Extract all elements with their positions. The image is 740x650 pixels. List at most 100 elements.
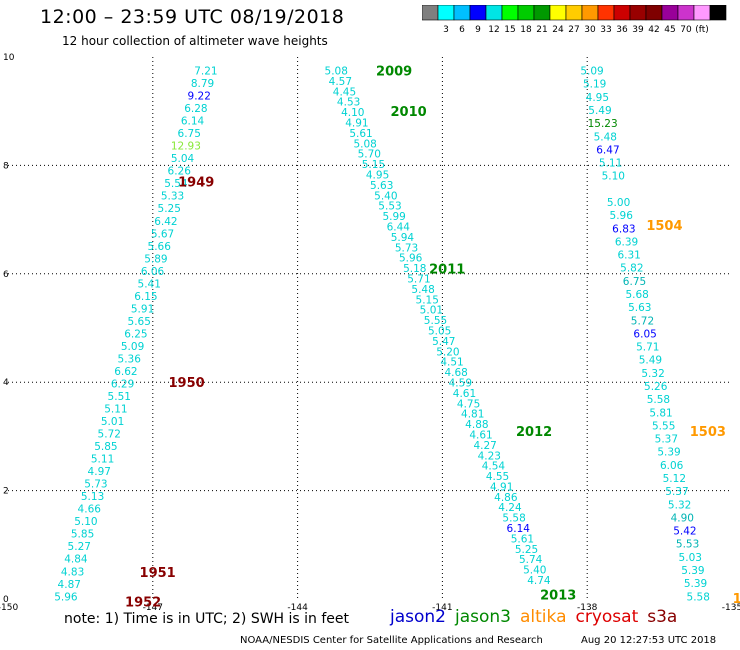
swh-value: 6.75 [178, 128, 201, 140]
x-tick-label: -150 [0, 603, 18, 612]
x-tick-label: -141 [432, 603, 452, 612]
swh-value: 4.97 [88, 466, 111, 478]
swh-value: 4.91 [490, 481, 513, 493]
track-label: 2010 [391, 105, 427, 120]
swh-value: 5.15 [362, 159, 385, 171]
track-label: 1952 [125, 596, 161, 611]
y-tick-label: 0 [3, 595, 9, 605]
y-tick-label: 10 [3, 53, 15, 63]
swh-value: 6.06 [141, 266, 165, 278]
swh-value: 6.44 [387, 222, 411, 234]
colorbar-label: 30 [584, 25, 596, 35]
swh-value: 5.91 [131, 303, 154, 315]
swh-value: 5.71 [636, 342, 659, 354]
swh-value: 6.75 [623, 276, 646, 288]
colorbar-label: 6 [459, 25, 465, 35]
colorbar-label: 24 [552, 25, 564, 35]
swh-value: 6.05 [633, 328, 656, 340]
swh-value: 6.47 [596, 144, 619, 156]
swh-value: 5.10 [602, 171, 625, 183]
swh-value: 6.14 [507, 523, 531, 535]
track-label: 15 [733, 592, 740, 607]
swh-value: 5.63 [370, 180, 393, 192]
credit-line: NOAA/NESDIS Center for Satellite Applica… [240, 635, 543, 646]
track-label: 2013 [540, 589, 576, 604]
color-legend: 3 6 9 12 15 18 21 24 27 30 33 36 39 42 45 70 (ft) [422, 5, 727, 35]
swh-value: 4.90 [671, 512, 694, 524]
swh-value: 5.32 [641, 368, 664, 380]
satellite-swath: 5.084.574.454.534.104.915.615.085.705.15… [325, 65, 577, 604]
swh-value: 6.29 [111, 378, 134, 390]
colorbar-label: 21 [536, 25, 547, 35]
colorbar-label: 45 [664, 25, 675, 35]
swh-value: 4.45 [333, 86, 356, 98]
swh-value: 5.72 [98, 429, 121, 441]
swh-value: 6.06 [660, 460, 684, 472]
swh-value: 5.11 [104, 404, 127, 416]
swh-value: 5.66 [148, 241, 172, 253]
chart-area: -150 -147 -144 -141 -138 -135 0 2 4 6 8 10 7.218.799… [0, 53, 740, 612]
swh-value: 4.87 [58, 579, 81, 591]
swh-value: 5.99 [382, 211, 405, 223]
swh-value: 5.42 [673, 526, 696, 538]
swh-value: 5.11 [599, 158, 622, 170]
swh-value: 5.73 [84, 479, 107, 491]
satellite-legend: jason2 jason3 altika cryosat s3a [390, 607, 686, 627]
colorbar-label: 42 [648, 25, 659, 35]
swh-value: 5.89 [144, 253, 167, 265]
track-label: 1503 [690, 425, 726, 440]
swh-value: 5.40 [523, 565, 546, 577]
swh-value: 6.83 [612, 223, 635, 235]
swh-value: 5.47 [432, 336, 455, 348]
swh-value: 4.59 [449, 377, 472, 389]
swh-value: 6.62 [114, 366, 137, 378]
swh-value: 4.10 [341, 107, 364, 119]
satellite-legend-item: jason2 [390, 607, 446, 627]
colorbar-label: 15 [504, 25, 515, 35]
swh-value: 4.74 [527, 575, 551, 587]
swh-value: 5.61 [511, 533, 534, 545]
swh-value: 5.96 [610, 210, 634, 222]
swh-value: 4.23 [478, 450, 501, 462]
swh-value: 4.86 [494, 492, 518, 504]
swh-value: 4.95 [586, 92, 609, 104]
footer-notes: note: 1) Time is in UTC; 2) SWH is in fe… [64, 611, 350, 627]
swh-value: 4.75 [457, 398, 480, 410]
swh-value: 5.41 [138, 278, 161, 290]
swh-value: 5.53 [676, 539, 699, 551]
swh-value: 5.61 [349, 128, 372, 140]
swh-value: 5.09 [580, 66, 603, 78]
swh-value: 9.22 [188, 91, 211, 103]
swh-value: 5.72 [631, 315, 654, 327]
swh-value: 5.51 [108, 391, 131, 403]
colorbar-label: 36 [616, 25, 628, 35]
swh-value: 5.00 [607, 197, 630, 209]
swh-value: 5.58 [502, 513, 525, 525]
satellite-legend-item: cryosat [575, 607, 639, 627]
x-tick-label: -144 [287, 603, 308, 612]
swh-value: 5.85 [94, 441, 117, 453]
swh-value: 5.55 [652, 420, 675, 432]
colorbar-label: 39 [632, 25, 644, 35]
swh-value: 5.96 [399, 253, 423, 265]
swh-value: 6.39 [615, 236, 638, 248]
swh-value: 6.14 [181, 116, 205, 128]
swh-value: 4.55 [486, 471, 509, 483]
track-label: 2009 [376, 65, 412, 80]
swh-value: 5.49 [639, 355, 662, 367]
swh-value: 5.40 [374, 190, 397, 202]
swh-value: 5.13 [81, 491, 104, 503]
colorbar-label: 33 [600, 25, 611, 35]
swh-value: 5.58 [687, 591, 710, 603]
swh-value: 5.26 [644, 381, 668, 393]
swh-value: 4.51 [440, 357, 463, 369]
swh-value: 5.32 [668, 499, 691, 511]
swh-value: 4.54 [482, 461, 506, 473]
swh-value: 5.96 [54, 591, 78, 603]
swh-value: 5.27 [68, 541, 91, 553]
track-label: 1950 [168, 376, 204, 391]
track-label: 1949 [178, 176, 214, 191]
swh-value: 4.91 [345, 118, 368, 130]
x-tick-label: -147 [143, 603, 163, 612]
swh-value: 5.25 [515, 544, 538, 556]
